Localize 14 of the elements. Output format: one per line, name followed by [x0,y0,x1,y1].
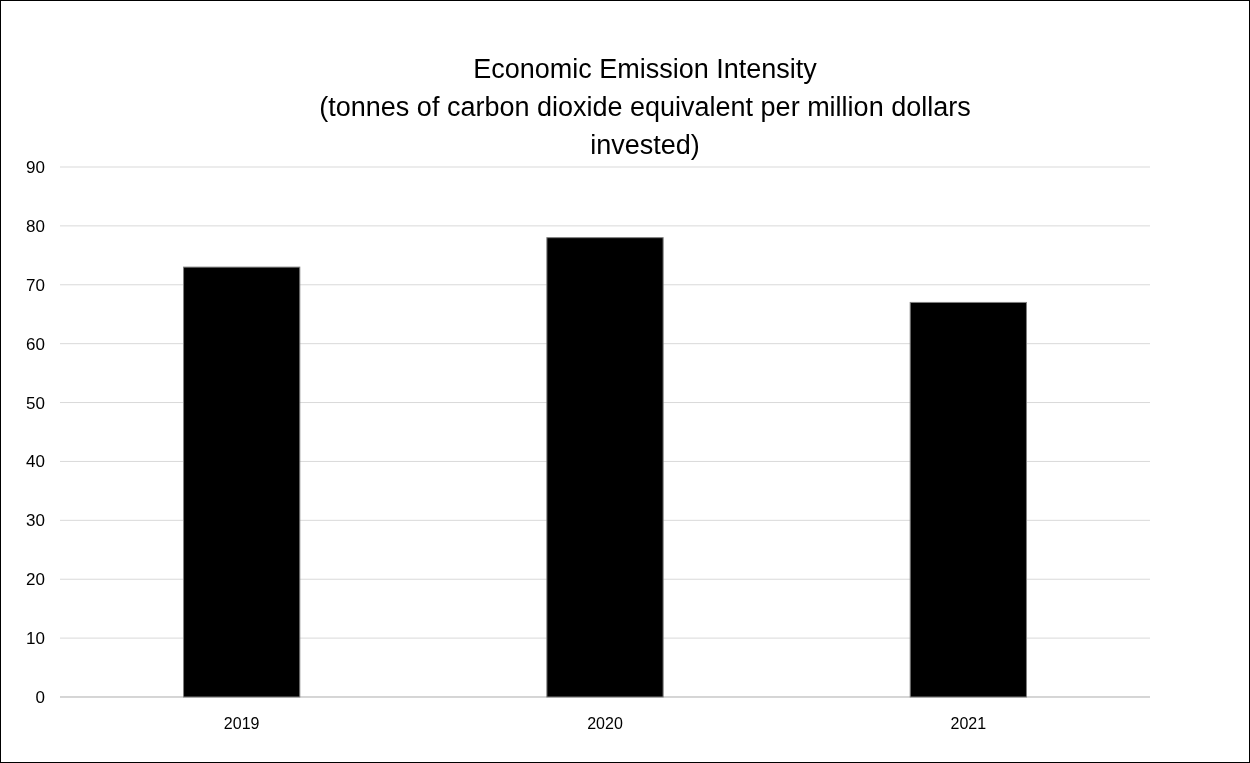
y-tick-label: 10 [26,629,45,649]
y-tick-label: 60 [26,334,45,354]
y-tick-label: 80 [26,216,45,236]
y-tick-label: 0 [35,687,45,707]
y-tick-label: 30 [26,511,45,531]
chart-title: Economic Emission Intensity (tonnes of carbon dioxide equivalent per million dollars invested) [319,54,971,160]
y-tick-label: 40 [26,452,45,472]
x-tick-label: 2020 [587,715,623,732]
y-tick-label: 90 [26,157,45,177]
x-tick-label: 2019 [223,715,260,732]
x-tick-label: 2021 [950,715,987,732]
y-tick-label: 50 [26,393,45,413]
y-tick-label: 20 [26,570,45,590]
y-tick-label: 70 [26,275,45,295]
